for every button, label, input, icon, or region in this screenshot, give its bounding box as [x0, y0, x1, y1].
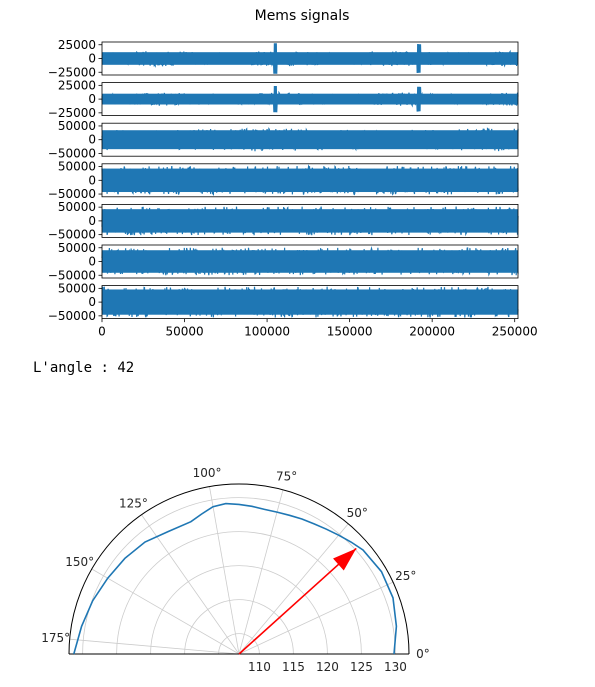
mems-signal-band — [102, 93, 518, 105]
polar-theta-tick-label: 75° — [276, 469, 297, 483]
mems-y-tick-label: 0 — [88, 133, 96, 147]
polar-grid-spoke — [69, 638, 240, 655]
mems-y-tick-label: −50000 — [48, 187, 96, 201]
polar-labels: 110 115 120 125 130 0° 25° 50° 75° 100° 125° 150° 17… — [41, 466, 430, 674]
mems-y-tick-label: −50000 — [48, 146, 96, 160]
polar-grid-spoke — [238, 523, 349, 655]
mems-y-tick-label: 0 — [88, 295, 96, 309]
mems-x-tick-label: 100000 — [244, 325, 290, 339]
angle-separator: : — [92, 360, 118, 376]
mems-panel: 250000−25000 — [48, 38, 519, 79]
mems-y-tick-label: 25000 — [58, 38, 96, 52]
mems-y-tick-label: −50000 — [48, 228, 96, 242]
polar-grid-arc — [116, 531, 362, 655]
mems-y-tick-label: 50000 — [58, 160, 96, 174]
mems-signal-band — [102, 289, 518, 315]
polar-r-tick-label: 115 — [282, 660, 305, 674]
polar-grid-spoke — [238, 489, 284, 655]
polar-curve-line — [73, 502, 398, 655]
mems-signal-band — [102, 250, 518, 273]
polar-theta-tick-label: 0° — [416, 647, 430, 661]
angle-value: 42 — [117, 360, 135, 376]
polar-r-tick-label: 130 — [384, 660, 407, 674]
polar-grid-arc — [184, 599, 294, 655]
polar-grid-spoke — [91, 568, 240, 655]
polar-grid-arc — [218, 633, 260, 655]
mems-x-axis: 0 50000 100000 150000 200000 250000 — [98, 318, 538, 339]
mems-x-tick-label: 150000 — [327, 325, 373, 339]
polar-grid-arc — [150, 565, 328, 655]
angle-output: L'angle : 42 — [33, 360, 134, 376]
polar-arrow-head — [333, 548, 357, 571]
mems-x-tick-label: 200000 — [409, 325, 455, 339]
polar-theta-tick-label: 125° — [119, 496, 148, 510]
angle-label: L'angle — [33, 360, 93, 376]
mems-y-tick-label: 50000 — [58, 119, 96, 133]
mems-y-tick-label: −25000 — [48, 65, 96, 79]
mems-y-tick-label: 0 — [88, 214, 96, 228]
mems-signal-band — [102, 209, 518, 233]
mems-signals-figure: Mems signals 250000−25000250000−25000500… — [48, 8, 538, 339]
mems-panels: 250000−25000250000−25000500000−500005000… — [48, 38, 519, 323]
polar-theta-tick-label: 100° — [193, 466, 222, 480]
mems-y-tick-label: −25000 — [48, 106, 96, 120]
mems-y-tick-label: 0 — [88, 52, 96, 66]
mems-y-tick-label: −50000 — [48, 309, 96, 323]
polar-r-tick-label: 110 — [248, 660, 271, 674]
polar-r-tick-label: 125 — [350, 660, 373, 674]
mems-signal-band — [102, 130, 518, 150]
mems-y-tick-label: 50000 — [58, 281, 96, 295]
polar-grid-spoke — [209, 486, 240, 655]
polar-arrow-shaft — [238, 547, 357, 655]
polar-grid-spoke — [141, 514, 240, 655]
mems-y-tick-label: 50000 — [58, 241, 96, 255]
polar-outer-arc — [68, 483, 410, 655]
mems-x-tick-label: 250000 — [492, 325, 538, 339]
polar-grid-spoke — [238, 581, 394, 655]
polar-r-tick-label: 120 — [316, 660, 339, 674]
polar-angle-figure: 110 115 120 125 130 0° 25° 50° 75° 100° 125° 150° 17… — [41, 466, 430, 674]
mems-signal-band — [102, 52, 518, 65]
mems-y-tick-label: 0 — [88, 92, 96, 106]
polar-theta-tick-label: 175° — [41, 631, 70, 645]
polar-grid-arc — [82, 497, 396, 655]
polar-theta-tick-label: 150° — [65, 555, 94, 569]
mems-x-tick-label: 50000 — [165, 325, 203, 339]
mems-panel: 250000−25000 — [48, 78, 519, 120]
polar-theta-tick-label: 25° — [395, 569, 416, 583]
mems-y-tick-label: 0 — [88, 173, 96, 187]
polar-curve — [73, 502, 398, 655]
mems-y-tick-label: 50000 — [58, 200, 96, 214]
mems-y-tick-label: 25000 — [58, 78, 96, 92]
mems-signal-band — [102, 168, 518, 193]
mems-x-tick-label: 0 — [98, 325, 106, 339]
mems-y-tick-label: 0 — [88, 255, 96, 269]
polar-theta-tick-label: 50° — [347, 506, 368, 520]
mems-chart-title: Mems signals — [255, 8, 350, 24]
polar-arrow — [238, 547, 357, 655]
mems-y-tick-label: −50000 — [48, 268, 96, 282]
polar-grid — [68, 483, 410, 655]
